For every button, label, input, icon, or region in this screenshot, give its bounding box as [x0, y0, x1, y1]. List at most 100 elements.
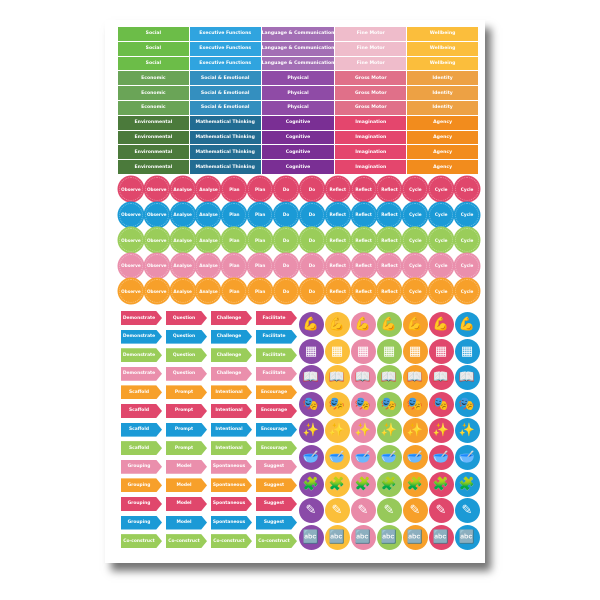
cycle-badge: Plan — [248, 202, 273, 227]
open-book-icon: 📖 — [350, 365, 376, 391]
arrow-label: Challenge — [211, 329, 252, 344]
category-label: Economic — [118, 86, 189, 100]
cycle-badge: Cycle — [429, 279, 454, 303]
theatre-masks-icon: 🎭 — [454, 391, 480, 417]
blocks-icon: ▦ — [402, 338, 428, 364]
cycle-badge: Observe — [118, 177, 143, 201]
flexed-arm-icon: 💪 — [454, 312, 480, 337]
cycle-badge: Plan — [248, 253, 273, 278]
arrow-label: Model — [166, 478, 207, 493]
mixing-bowl-icon: 🥣 — [376, 444, 402, 470]
category-label: Imagination — [335, 160, 407, 174]
cycle-badge: Reflect — [351, 253, 376, 278]
arrow-label: Demonstrate — [121, 348, 162, 363]
theatre-masks-icon: 🎭 — [402, 391, 428, 417]
category-label: Fine Motor — [335, 41, 407, 56]
flexed-arm-icon: 💪 — [324, 312, 350, 337]
cycle-badge: Plan — [248, 177, 273, 201]
category-label: Social — [118, 27, 189, 41]
category-label: Social — [118, 56, 189, 71]
arrow-label: Intentional — [211, 441, 252, 456]
cycle-badge: Analyse — [196, 253, 221, 278]
arrow-label: Spontaneous — [211, 478, 252, 493]
drawing-icon: ✎ — [350, 498, 376, 524]
arrow-label: Challenge — [211, 348, 252, 363]
arrow-label: Prompt — [166, 403, 207, 418]
category-label: Environmental — [118, 160, 189, 174]
arrow-label: Facilitate — [256, 366, 297, 381]
category-label: Mathematical Thinking — [189, 115, 261, 130]
open-book-icon: 📖 — [428, 365, 454, 391]
category-label: Economic — [118, 71, 189, 86]
arrow-label: Suggest — [256, 478, 297, 493]
arrow-label: Co-construct — [121, 534, 162, 549]
sparkle-figure-icon: ✨ — [350, 418, 376, 444]
theatre-masks-icon: 🎭 — [376, 391, 402, 417]
blocks-icon: ▦ — [428, 338, 454, 364]
mixing-bowl-icon: 🥣 — [454, 444, 480, 470]
arrow-label: Intentional — [211, 385, 252, 400]
alphabet-blocks-icon: 🔤 — [350, 524, 376, 550]
alphabet-blocks-icon: 🔤 — [324, 524, 350, 550]
cycle-badge: Observe — [144, 202, 169, 227]
flexed-arm-icon: 💪 — [428, 312, 454, 337]
arrow-label: Suggest — [256, 515, 297, 530]
arrow-label: Prompt — [166, 385, 207, 400]
category-label: Economic — [118, 100, 189, 115]
category-label: Wellbeing — [407, 56, 478, 71]
cycle-badge: Reflect — [377, 253, 402, 278]
arrow-label: Co-construct — [211, 534, 252, 549]
sparkle-figure-icon: ✨ — [298, 418, 324, 444]
cycle-badge: Reflect — [351, 202, 376, 227]
cycle-badge: Cycle — [403, 228, 428, 252]
arrow-label: Grouping — [121, 459, 162, 474]
cycle-badge: Plan — [248, 228, 273, 252]
blocks-icon: ▦ — [324, 338, 350, 364]
category-label: Physical — [261, 71, 335, 86]
open-book-icon: 📖 — [298, 365, 324, 391]
cycle-badge: Reflect — [325, 228, 350, 252]
alphabet-blocks-icon: 🔤 — [298, 524, 324, 550]
arrow-label: Suggest — [256, 496, 297, 511]
category-label: Social & Emotional — [189, 71, 261, 86]
cycle-badge: Observe — [144, 177, 169, 201]
arrow-label: Grouping — [121, 496, 162, 511]
cycle-badge: Observe — [144, 279, 169, 303]
arrow-label: Facilitate — [256, 311, 297, 325]
cycle-badge: Analyse — [170, 253, 195, 278]
drawing-icon: ✎ — [428, 498, 454, 524]
cycle-badge: Cycle — [403, 253, 428, 278]
category-label: Social & Emotional — [189, 86, 261, 100]
icon-sticker-grid: 💪 💪 💪 💪 💪 💪 💪 ▦ ▦ ▦ ▦ ▦ ▦ ▦ 📖 📖 📖 📖 📖 📖 📖 🎭 🎭 🎭 🎭 🎭 🎭 🎭 ✨ ✨ ✨ ✨ ✨ ✨ ✨ 🥣 🥣 🥣 🥣 🥣… — [298, 312, 480, 550]
category-label: Mathematical Thinking — [189, 130, 261, 145]
category-label: Social — [118, 41, 189, 56]
category-label: Imagination — [335, 130, 407, 145]
cycle-badge: Observe — [118, 253, 143, 278]
cycle-badge: Reflect — [325, 202, 350, 227]
category-label: Cognitive — [261, 145, 335, 160]
cycle-badge: Observe — [118, 279, 143, 303]
cycle-badge: Cycle — [455, 228, 480, 252]
flexed-arm-icon: 💪 — [376, 312, 402, 337]
cycle-badge: Do — [274, 253, 299, 278]
arrow-label: Scaffold — [121, 403, 162, 418]
cycle-badge: Reflect — [377, 177, 402, 201]
category-label: Gross Motor — [335, 86, 407, 100]
arrow-label: Question — [166, 366, 207, 381]
category-label: Social & Emotional — [189, 100, 261, 115]
arrow-label: Model — [166, 459, 207, 474]
flexed-arm-icon: 💪 — [350, 312, 376, 337]
arrow-label: Intentional — [211, 403, 252, 418]
cycle-badge: Observe — [118, 202, 143, 227]
category-label: Physical — [261, 100, 335, 115]
cycle-badge: Do — [274, 228, 299, 252]
arrow-label: Question — [166, 311, 207, 325]
arrow-label: Question — [166, 348, 207, 363]
puzzle-icon: 🧩 — [454, 471, 480, 497]
category-label: Identity — [407, 71, 478, 86]
arrow-label: Co-construct — [256, 534, 297, 549]
puzzle-icon: 🧩 — [298, 471, 324, 497]
sticker-sheet: Social Executive Functions Language & Comm… — [105, 20, 485, 563]
drawing-icon: ✎ — [298, 498, 324, 524]
cycle-badge: Do — [299, 228, 324, 252]
